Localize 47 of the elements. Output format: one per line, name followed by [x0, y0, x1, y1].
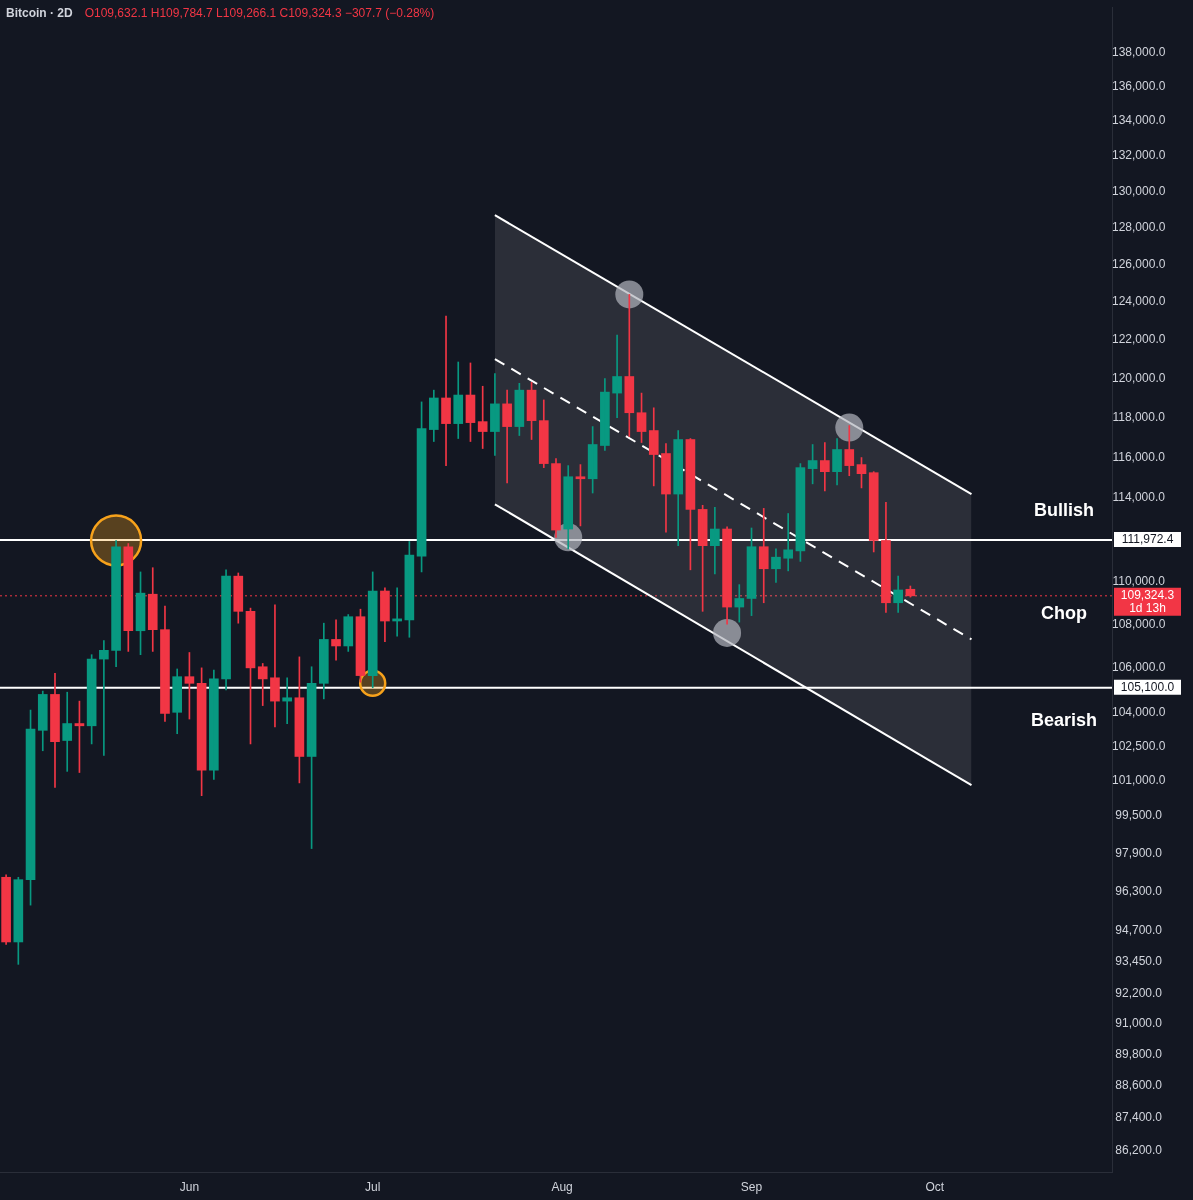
y-tick-label: 122,000.0	[1112, 332, 1166, 347]
y-tick-label: 94,700.0	[1115, 923, 1163, 938]
x-tick-label: Jun	[179, 1179, 200, 1194]
y-tick-label: 96,300.0	[1115, 884, 1163, 899]
y-tick-label: 91,000.0	[1115, 1016, 1163, 1031]
y-tick-label: 110,000.0	[1112, 573, 1166, 588]
x-tick-label: Aug	[551, 1179, 573, 1194]
y-tick-label: 124,000.0	[1112, 294, 1166, 309]
y-tick-label: 106,000.0	[1112, 660, 1166, 675]
y-tick-label: 128,000.0	[1112, 220, 1166, 235]
x-tick-label: Jul	[365, 1179, 381, 1194]
point	[713, 618, 742, 647]
y-tick-label: 93,450.0	[1115, 954, 1163, 969]
y-tick-label: 132,000.0	[1112, 148, 1166, 163]
y-tick-label: 120,000.0	[1112, 370, 1166, 385]
y-tick-label: 87,400.0	[1115, 1110, 1163, 1125]
ref-line-label: 105,100.0	[1120, 680, 1175, 695]
y-tick-label: 126,000.0	[1112, 256, 1166, 271]
y-tick-label: 108,000.0	[1112, 616, 1166, 631]
y-tick-label: 136,000.0	[1112, 78, 1166, 93]
y-tick-label: 134,000.0	[1112, 113, 1166, 128]
chart-subtitle: O109,632.1 H109,784.7 L109,266.1 C109,324.3 −307.7 (−0.28%)	[84, 6, 435, 21]
x-tick-label: Oct	[925, 1179, 945, 1194]
ref-line-label: 109,324.3	[1120, 588, 1175, 603]
y-tick-label: 118,000.0	[1112, 409, 1166, 424]
x-tick-label: Sep	[740, 1179, 763, 1194]
y-tick-label: 116,000.0	[1112, 449, 1166, 464]
chart-title: Bitcoin · 2D	[6, 6, 73, 21]
y-tick-label: 92,200.0	[1115, 985, 1163, 1000]
y-tick-label: 102,500.0	[1112, 738, 1166, 753]
annotation: Chop	[1041, 602, 1087, 623]
point	[615, 280, 644, 309]
y-tick-label: 104,000.0	[1112, 704, 1166, 719]
y-tick-label: 101,000.0	[1112, 772, 1166, 787]
y-tick-label: 130,000.0	[1112, 184, 1166, 199]
annotation: Bullish	[1033, 499, 1095, 520]
y-tick-label: 86,200.0	[1115, 1142, 1163, 1157]
y-tick-label: 88,600.0	[1115, 1078, 1163, 1093]
y-tick-label: 114,000.0	[1112, 490, 1166, 505]
ref-line-label: 111,972.4	[1121, 532, 1174, 547]
y-tick-label: 97,900.0	[1115, 845, 1163, 860]
point	[835, 413, 864, 442]
annotation: Bearish	[1030, 709, 1098, 730]
y-tick-label: 99,500.0	[1115, 807, 1163, 822]
y-tick-label: 89,800.0	[1115, 1047, 1163, 1062]
text: 1d 13h	[1129, 601, 1166, 616]
y-tick-label: 138,000.0	[1112, 44, 1166, 59]
